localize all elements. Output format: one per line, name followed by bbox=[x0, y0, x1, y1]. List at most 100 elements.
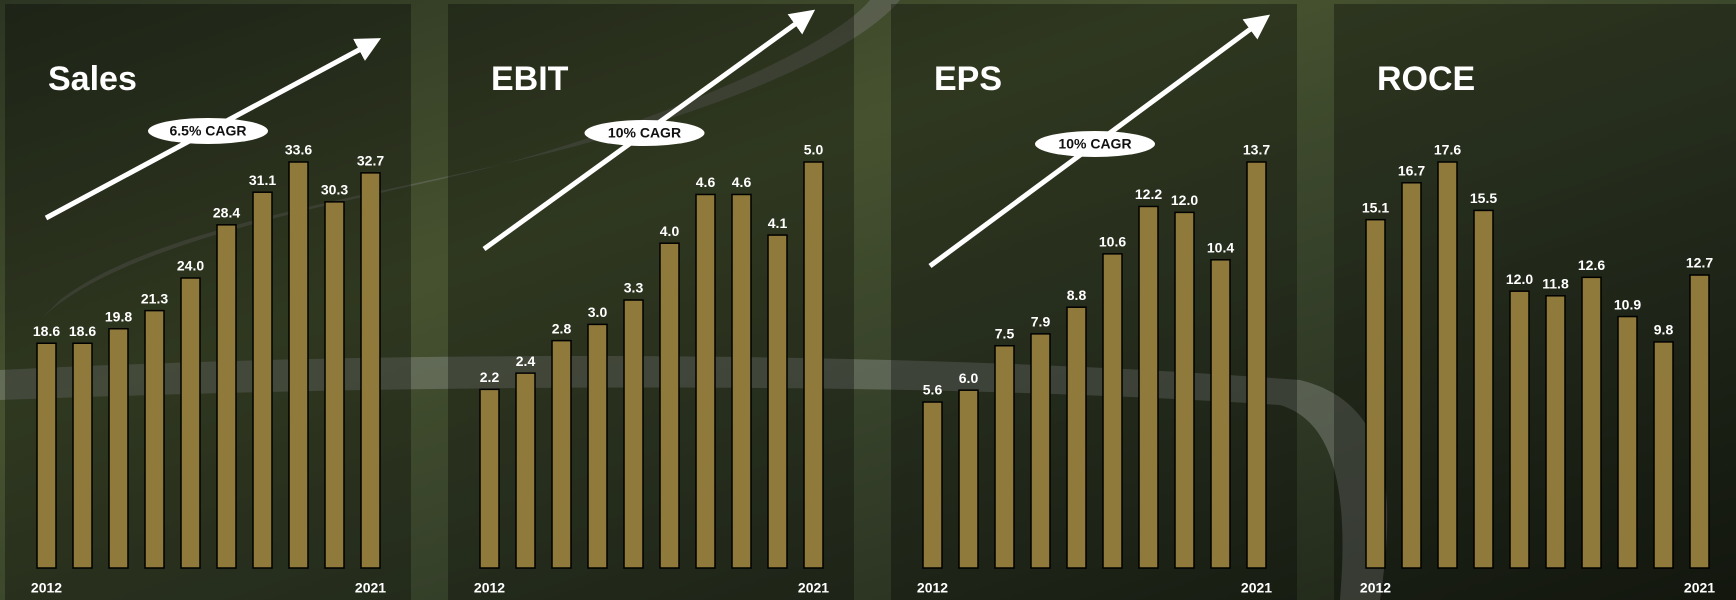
panel: EBIT 10% CAGR 2.2 2012 2.4 2.8 3.0 3.3 4.0 4.6 4.6… bbox=[448, 4, 854, 600]
panel: EPS 10% CAGR 5.6 2012 6.0 7.5 7.9 8.8 10.6 12.2 12… bbox=[891, 4, 1297, 600]
bar bbox=[288, 161, 309, 569]
value-label: 32.7 bbox=[357, 153, 384, 169]
value-label: 18.6 bbox=[33, 323, 60, 339]
value-label: 6.0 bbox=[959, 370, 979, 386]
value-label: 21.3 bbox=[141, 290, 168, 306]
bar bbox=[623, 299, 644, 569]
x-tick-label: 2021 bbox=[1684, 580, 1715, 596]
value-label: 12.6 bbox=[1578, 257, 1605, 273]
value-label: 4.6 bbox=[696, 174, 716, 190]
bar bbox=[479, 388, 500, 569]
bar bbox=[1437, 161, 1458, 569]
annotation-badge bbox=[584, 120, 705, 146]
bar bbox=[659, 242, 680, 569]
bar bbox=[994, 344, 1015, 569]
chart-title: EBIT bbox=[491, 60, 569, 98]
value-label: 7.5 bbox=[995, 325, 1015, 341]
bar bbox=[587, 323, 608, 569]
bar bbox=[767, 234, 788, 569]
charts: Sales 6.5% CAGR 18.6 2012 18.6 19.8 21.3 24.0 28… bbox=[5, 4, 1736, 600]
annotation: 10% CAGR bbox=[608, 125, 681, 141]
bar bbox=[324, 201, 345, 569]
bar bbox=[1174, 211, 1195, 569]
value-label: 24.0 bbox=[177, 258, 204, 274]
value-label: 12.2 bbox=[1135, 186, 1162, 202]
bar bbox=[1653, 341, 1674, 569]
value-label: 7.9 bbox=[1031, 314, 1051, 330]
value-label: 5.0 bbox=[804, 142, 824, 158]
value-label: 8.8 bbox=[1067, 287, 1087, 303]
x-tick-label: 2012 bbox=[917, 580, 948, 596]
x-tick-label: 2021 bbox=[355, 580, 386, 596]
bar bbox=[958, 389, 979, 569]
bar bbox=[1689, 274, 1710, 569]
value-label: 31.1 bbox=[249, 172, 276, 188]
bar bbox=[731, 193, 752, 569]
value-label: 4.1 bbox=[768, 215, 788, 231]
bar bbox=[108, 328, 129, 569]
x-tick-label: 2021 bbox=[1241, 580, 1272, 596]
bar bbox=[72, 342, 93, 569]
chart-title: EPS bbox=[934, 60, 1002, 98]
value-label: 30.3 bbox=[321, 182, 348, 198]
value-label: 15.5 bbox=[1470, 190, 1497, 206]
value-label: 2.2 bbox=[480, 369, 500, 385]
bar bbox=[1473, 209, 1494, 569]
panel: ROCE 15.1 2012 16.7 17.6 15.5 12.0 11.8 12.6 10.9… bbox=[1334, 4, 1736, 600]
bar bbox=[1246, 161, 1267, 569]
bar bbox=[1545, 295, 1566, 569]
value-label: 33.6 bbox=[285, 142, 312, 158]
chart-title: Sales bbox=[48, 60, 137, 98]
bar bbox=[1066, 306, 1087, 569]
bar bbox=[1365, 218, 1386, 569]
value-label: 17.6 bbox=[1434, 142, 1461, 158]
bar bbox=[216, 224, 237, 569]
value-label: 11.8 bbox=[1542, 275, 1569, 291]
bar bbox=[803, 161, 824, 569]
bar bbox=[1102, 253, 1123, 569]
value-label: 12.7 bbox=[1686, 255, 1713, 271]
bar bbox=[36, 342, 57, 569]
value-label: 10.6 bbox=[1099, 234, 1126, 250]
annotation-badge bbox=[148, 118, 268, 144]
value-label: 28.4 bbox=[213, 205, 240, 221]
value-label: 3.0 bbox=[588, 304, 608, 320]
x-tick-label: 2021 bbox=[798, 580, 829, 596]
value-label: 3.3 bbox=[624, 280, 644, 296]
annotation: 6.5% CAGR bbox=[169, 123, 246, 139]
value-label: 2.8 bbox=[552, 320, 572, 336]
value-label: 4.6 bbox=[732, 174, 752, 190]
value-label: 16.7 bbox=[1398, 162, 1425, 178]
chart-title: ROCE bbox=[1377, 60, 1475, 98]
bar bbox=[922, 401, 943, 569]
value-label: 10.4 bbox=[1207, 239, 1234, 255]
x-tick-label: 2012 bbox=[474, 580, 505, 596]
bar bbox=[1509, 290, 1530, 569]
bar bbox=[180, 277, 201, 569]
bar bbox=[1210, 259, 1231, 569]
bar bbox=[515, 372, 536, 569]
annotation-badge bbox=[1035, 131, 1155, 157]
value-label: 12.0 bbox=[1506, 271, 1533, 287]
bar bbox=[1617, 315, 1638, 569]
bar bbox=[144, 309, 165, 569]
x-tick-label: 2012 bbox=[1360, 580, 1391, 596]
bar bbox=[1030, 333, 1051, 569]
value-label: 19.8 bbox=[105, 308, 132, 324]
bar bbox=[360, 172, 381, 569]
value-label: 5.6 bbox=[923, 382, 943, 398]
x-tick-label: 2012 bbox=[31, 580, 62, 596]
value-label: 13.7 bbox=[1243, 142, 1270, 158]
value-label: 9.8 bbox=[1654, 322, 1674, 338]
value-label: 15.1 bbox=[1362, 199, 1389, 215]
value-label: 10.9 bbox=[1614, 296, 1641, 312]
bar bbox=[1581, 276, 1602, 569]
value-label: 2.4 bbox=[516, 353, 536, 369]
value-label: 12.0 bbox=[1171, 192, 1198, 208]
panel: Sales 6.5% CAGR 18.6 2012 18.6 19.8 21.3 24.0 28… bbox=[5, 4, 411, 600]
bar bbox=[695, 193, 716, 569]
bar bbox=[1138, 205, 1159, 569]
bar bbox=[1401, 182, 1422, 569]
value-label: 18.6 bbox=[69, 323, 96, 339]
bar bbox=[252, 191, 273, 569]
